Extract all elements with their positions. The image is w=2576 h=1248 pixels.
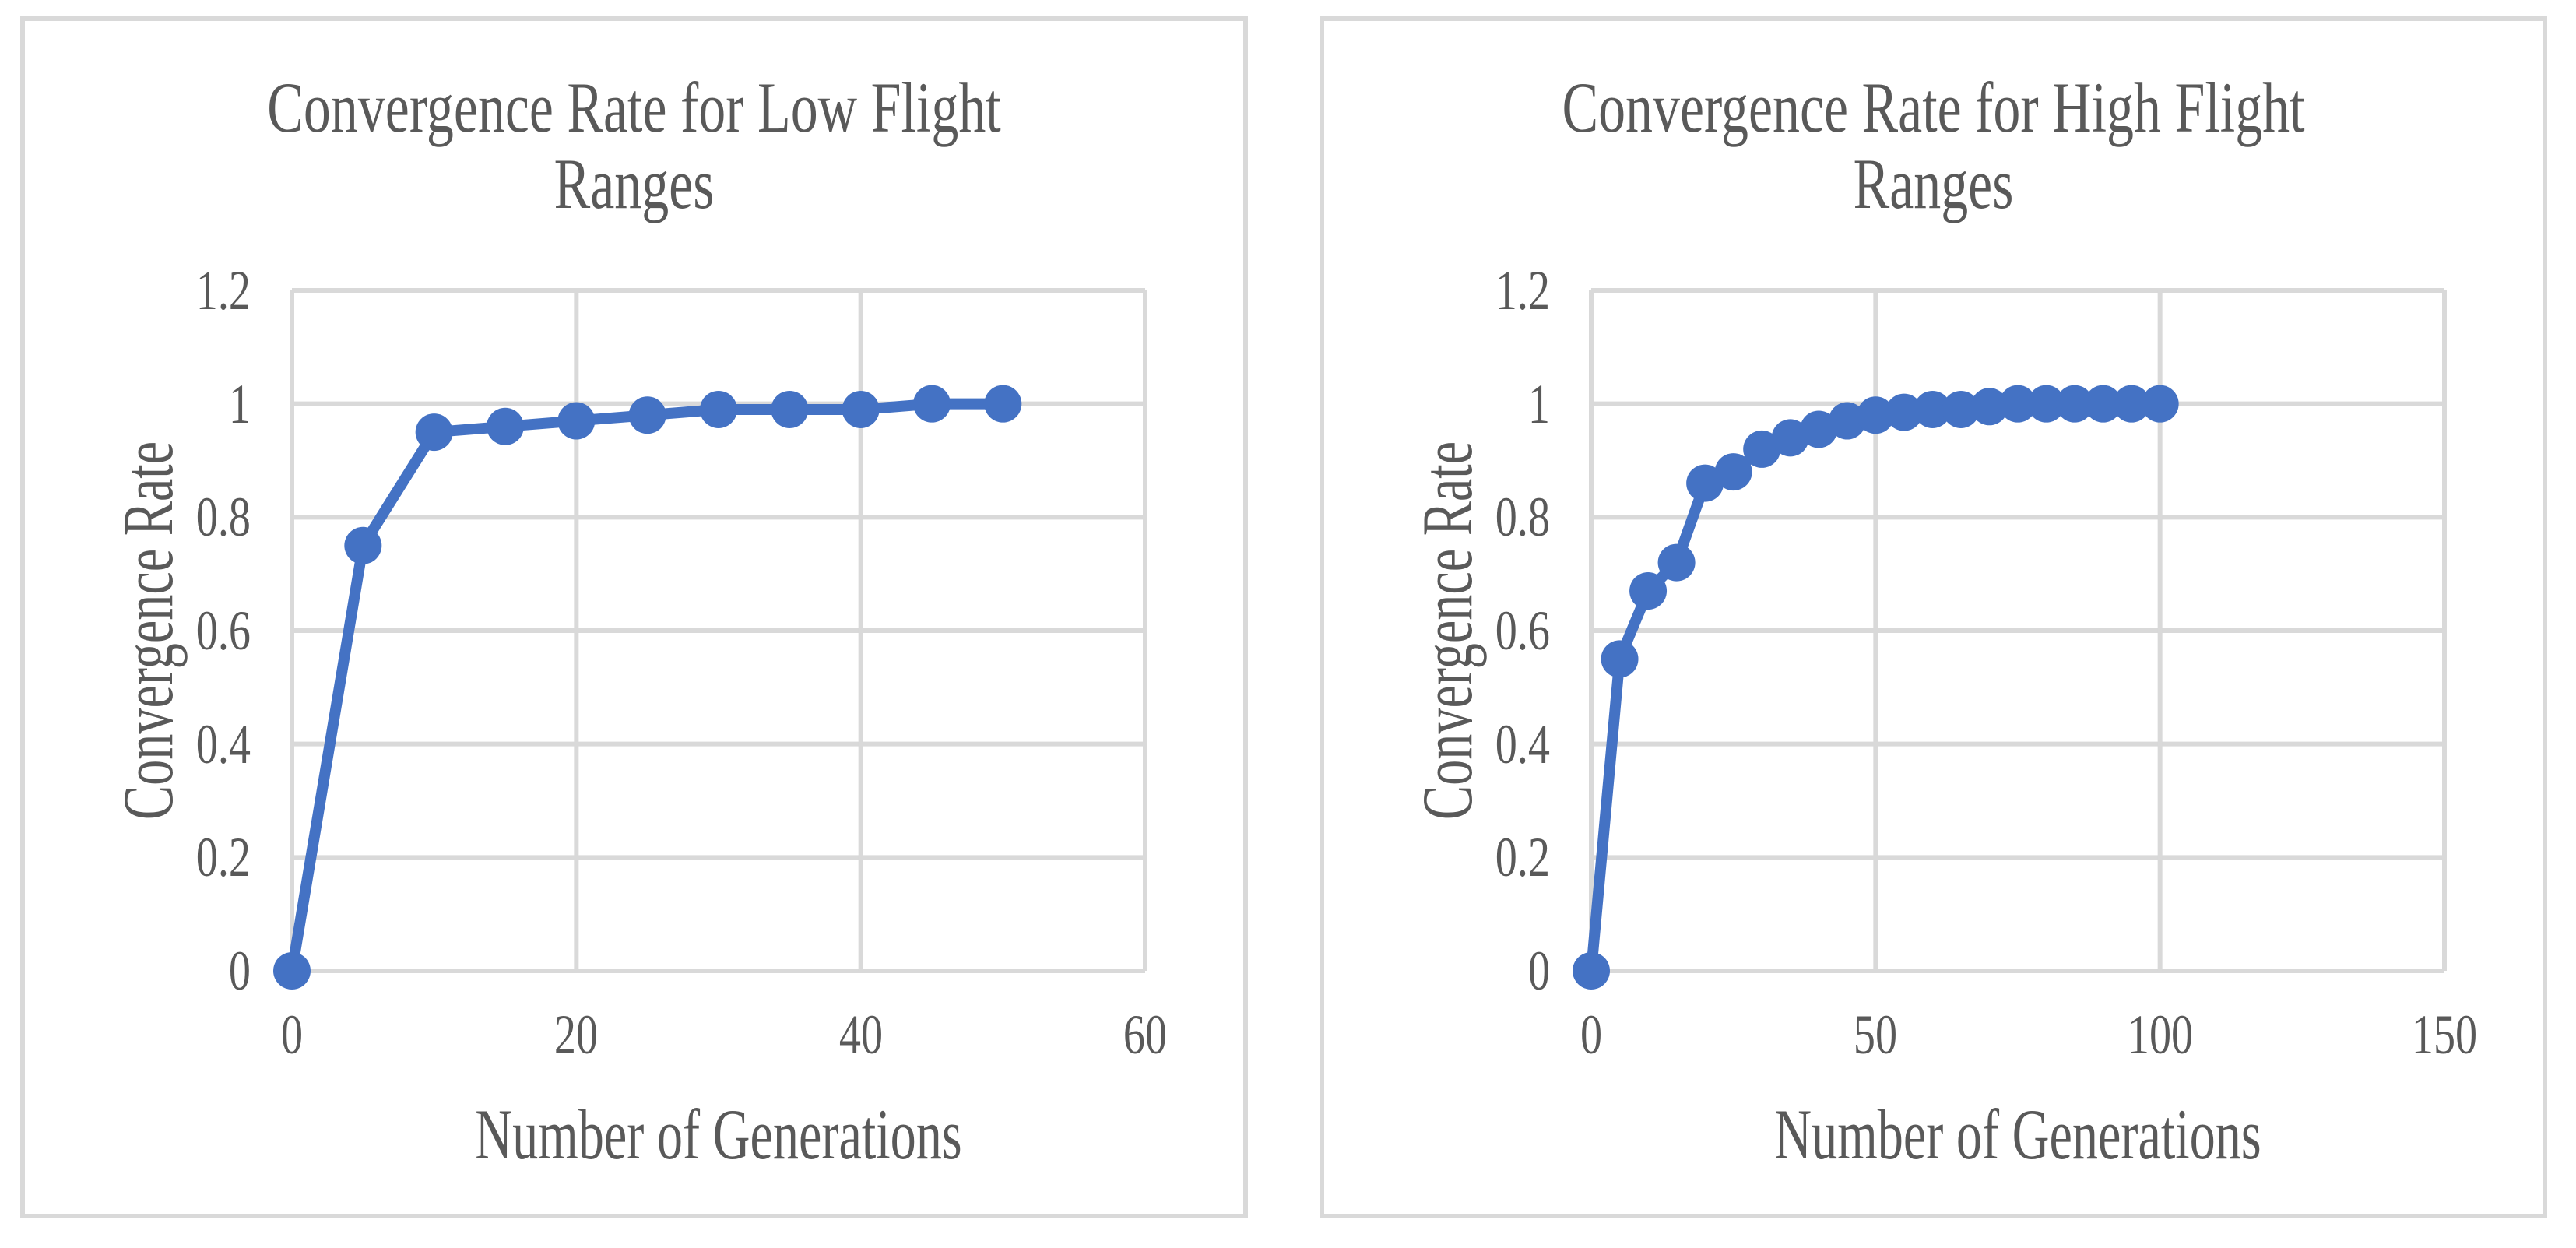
y-tick-label: 0: [228, 940, 251, 1002]
x-tick-label: 0: [280, 1004, 304, 1066]
data-point-marker: [1601, 640, 1639, 678]
data-point-marker: [700, 390, 737, 428]
y-tick-label: 1.2: [195, 259, 251, 322]
chart-title-line-1: Convergence Rate for High Flight: [1562, 68, 2305, 147]
chart-title: Convergence Rate for Low Flight Ranges: [25, 69, 1243, 222]
data-point-marker: [913, 385, 951, 423]
chart-title-line-1: Convergence Rate for Low Flight: [267, 68, 1001, 147]
data-point-marker: [1828, 402, 1866, 440]
plot-area: [273, 288, 1147, 990]
x-tick-label: 20: [554, 1004, 599, 1066]
x-axis-title: Number of Generations: [475, 1095, 962, 1174]
data-point-marker: [771, 390, 809, 428]
y-tick-label: 0: [1527, 940, 1550, 1002]
x-tick-label: 100: [2127, 1004, 2193, 1066]
x-tick-label: 150: [2411, 1004, 2478, 1066]
plot-area: [1573, 288, 2447, 990]
data-point-marker: [344, 526, 382, 564]
data-point-marker: [1573, 952, 1610, 990]
y-tick-label: 1: [228, 372, 251, 435]
data-point-marker: [1657, 543, 1696, 582]
data-point-marker: [1800, 410, 1838, 448]
x-axis-title: Number of Generations: [1774, 1095, 2261, 1174]
data-point-marker: [1629, 572, 1668, 610]
x-tick-label: 50: [1854, 1004, 1898, 1066]
chart-panel-high-flight: Convergence Rate for High Flight Ranges …: [1320, 16, 2547, 1218]
data-point-marker: [984, 385, 1022, 423]
data-point-marker: [1885, 393, 1923, 431]
y-tick-label: 1: [1527, 372, 1550, 435]
x-tick-label: 0: [1580, 1004, 1603, 1066]
y-tick-label: 0.2: [1495, 826, 1550, 889]
y-axis-title: Convergence Rate: [1407, 441, 1487, 821]
y-tick-label: 1.2: [1495, 259, 1550, 322]
chart-title: Convergence Rate for High Flight Ranges: [1324, 69, 2543, 222]
data-point-marker: [557, 402, 596, 440]
data-point-marker: [628, 396, 666, 434]
data-point-marker: [2113, 385, 2151, 423]
line-chart-svg: [273, 288, 1147, 990]
y-tick-label: 0.2: [195, 826, 251, 889]
data-point-marker: [1714, 453, 1752, 491]
series-line: [286, 398, 1009, 976]
data-point-marker: [273, 952, 311, 990]
chart-title-line-2: Ranges: [554, 144, 715, 223]
data-point-marker: [487, 407, 524, 445]
y-axis-title: Convergence Rate: [108, 441, 188, 821]
line-chart-svg: [1573, 288, 2447, 990]
x-tick-label: 40: [838, 1004, 883, 1066]
data-point-marker: [2141, 385, 2179, 423]
data-point-marker: [415, 413, 453, 452]
data-point-marker: [1743, 430, 1781, 468]
data-point-marker: [2084, 385, 2122, 423]
data-point-marker: [2056, 385, 2094, 423]
data-point-marker: [1857, 396, 1895, 434]
chart-title-line-2: Ranges: [1853, 144, 2014, 223]
data-point-marker: [1999, 385, 2037, 423]
data-point-marker: [1771, 419, 1809, 457]
data-point-marker: [1970, 388, 2008, 426]
data-point-marker: [1686, 464, 1724, 502]
data-point-marker: [1914, 390, 1952, 428]
x-tick-label: 60: [1123, 1004, 1168, 1066]
data-point-marker: [842, 390, 880, 428]
data-point-marker: [1942, 390, 1980, 428]
chart-panel-low-flight: Convergence Rate for Low Flight Ranges C…: [20, 16, 1248, 1218]
data-point-marker: [2027, 385, 2065, 423]
